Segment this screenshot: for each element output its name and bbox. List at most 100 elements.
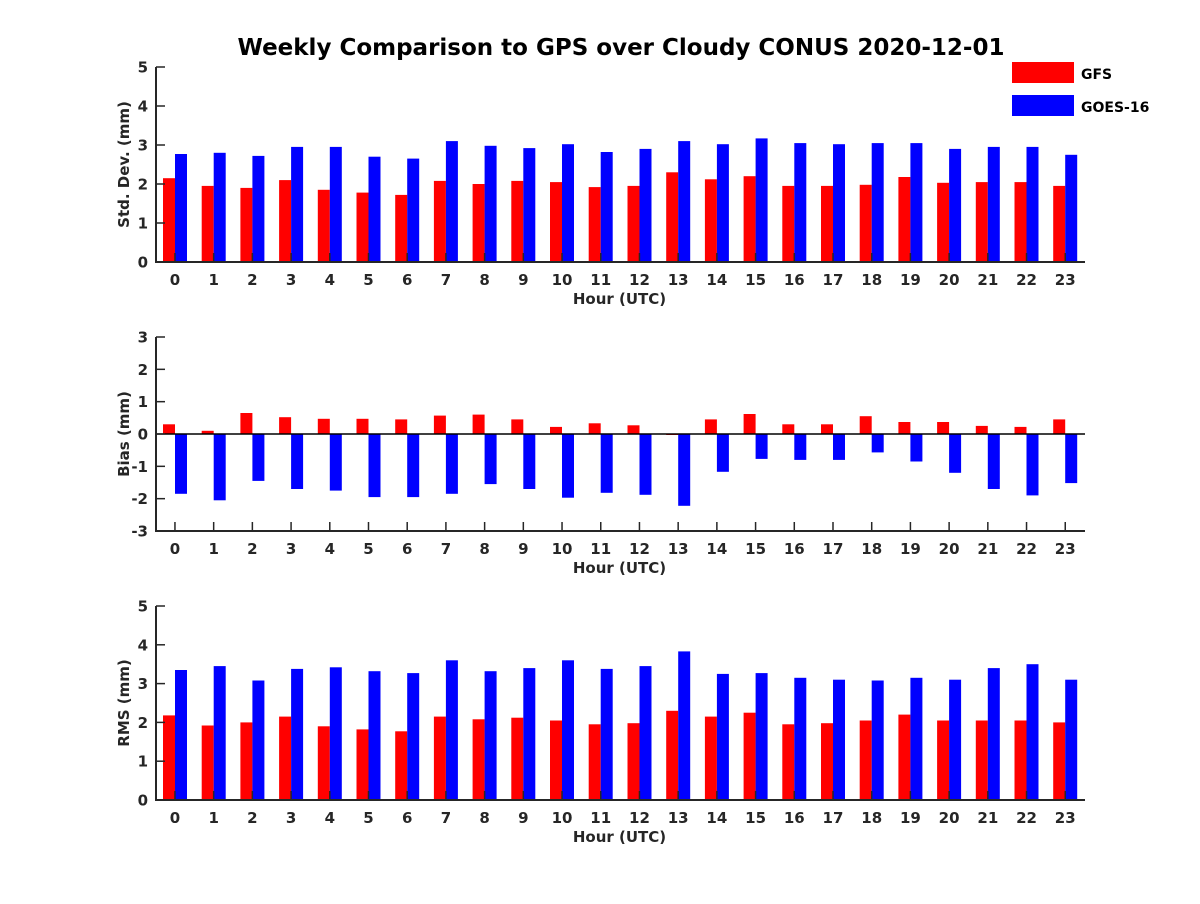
x-tick-label-bias-0: 0 bbox=[170, 540, 180, 558]
bar-rms-goes16-2 bbox=[252, 680, 265, 800]
bar-rms-gfs-18 bbox=[859, 720, 872, 800]
x-tick-label-bias-17: 17 bbox=[823, 540, 844, 558]
x-tick-label-bias-4: 4 bbox=[325, 540, 335, 558]
x-tick-label-rms-16: 16 bbox=[784, 809, 805, 827]
x-tick-label-bias-13: 13 bbox=[668, 540, 689, 558]
y-tick-label-stddev-1: 1 bbox=[138, 215, 148, 233]
bar-bias-gfs-22 bbox=[1014, 426, 1027, 434]
bar-bias-goes16-17 bbox=[833, 434, 845, 460]
bar-bias-gfs-21 bbox=[975, 425, 988, 434]
x-tick-label-rms-0: 0 bbox=[170, 809, 180, 827]
legend-swatch-gfs bbox=[1012, 62, 1074, 83]
bar-stddev-gfs-22 bbox=[1014, 182, 1027, 262]
x-tick-label-bias-11: 11 bbox=[590, 540, 611, 558]
y-tick-label-bias-5: 2 bbox=[138, 361, 148, 379]
bar-bias-goes16-6 bbox=[407, 434, 420, 498]
bar-stddev-gfs-16 bbox=[782, 185, 795, 262]
bar-bias-gfs-5 bbox=[356, 418, 369, 434]
bar-rms-goes16-12 bbox=[639, 666, 652, 800]
bar-bias-goes16-19 bbox=[910, 434, 923, 462]
bar-stddev-gfs-13 bbox=[666, 172, 679, 262]
legend-label-gfs: GFS bbox=[1081, 67, 1112, 83]
x-tick-label-rms-10: 10 bbox=[552, 809, 573, 827]
bar-rms-goes16-23 bbox=[1065, 679, 1078, 800]
x-tick-label-bias-5: 5 bbox=[363, 540, 373, 558]
bar-stddev-goes16-9 bbox=[523, 148, 536, 262]
x-axis-label-rms: Hour (UTC) bbox=[573, 828, 666, 846]
bar-rms-gfs-10 bbox=[550, 720, 562, 800]
bar-rms-gfs-20 bbox=[937, 720, 950, 800]
x-tick-label-rms-18: 18 bbox=[861, 809, 882, 827]
bar-stddev-gfs-15 bbox=[743, 176, 756, 262]
bar-bias-gfs-11 bbox=[588, 423, 601, 434]
bar-bias-goes16-8 bbox=[484, 434, 497, 485]
y-tick-label-rms-1: 1 bbox=[138, 753, 148, 771]
bar-rms-goes16-11 bbox=[600, 668, 613, 800]
bar-rms-gfs-0 bbox=[163, 715, 175, 800]
bar-bias-goes16-2 bbox=[252, 434, 265, 481]
bar-stddev-gfs-9 bbox=[511, 180, 524, 262]
bar-bias-goes16-0 bbox=[175, 434, 187, 494]
x-tick-label-bias-15: 15 bbox=[745, 540, 766, 558]
bar-bias-gfs-18 bbox=[859, 416, 872, 434]
bar-rms-goes16-13 bbox=[678, 651, 691, 800]
bar-bias-gfs-10 bbox=[550, 426, 562, 434]
bar-rms-goes16-15 bbox=[755, 673, 768, 800]
bar-stddev-goes16-3 bbox=[291, 146, 304, 262]
x-tick-label-rms-21: 21 bbox=[977, 809, 998, 827]
bar-stddev-goes16-23 bbox=[1065, 154, 1078, 263]
x-tick-label-bias-19: 19 bbox=[900, 540, 921, 558]
bar-rms-gfs-23 bbox=[1053, 722, 1066, 800]
x-tick-label-bias-6: 6 bbox=[402, 540, 412, 558]
bar-stddev-goes16-22 bbox=[1026, 146, 1039, 262]
y-axis-label-stddev: Std. Dev. (mm) bbox=[115, 101, 133, 228]
bar-stddev-gfs-14 bbox=[704, 179, 717, 262]
bar-stddev-gfs-2 bbox=[240, 187, 253, 262]
y-tick-label-bias-1: -2 bbox=[131, 490, 148, 508]
bar-bias-gfs-23 bbox=[1053, 419, 1066, 434]
bar-bias-goes16-10 bbox=[562, 434, 574, 498]
bar-bias-gfs-15 bbox=[743, 414, 756, 434]
bar-stddev-gfs-1 bbox=[201, 185, 214, 262]
bar-rms-goes16-7 bbox=[445, 660, 458, 800]
bar-rms-gfs-16 bbox=[782, 724, 795, 800]
bar-rms-gfs-15 bbox=[743, 712, 756, 800]
x-tick-label-rms-8: 8 bbox=[479, 809, 489, 827]
bar-stddev-goes16-2 bbox=[252, 155, 265, 262]
bar-rms-goes16-5 bbox=[368, 671, 381, 800]
y-tick-label-rms-3: 3 bbox=[138, 675, 148, 693]
x-tick-label-stddev-8: 8 bbox=[479, 271, 489, 289]
bar-rms-goes16-1 bbox=[213, 666, 226, 800]
bar-stddev-goes16-8 bbox=[484, 145, 497, 262]
bar-stddev-goes16-12 bbox=[639, 148, 652, 262]
bar-bias-gfs-3 bbox=[279, 417, 292, 434]
bar-bias-gfs-7 bbox=[433, 415, 446, 434]
x-tick-label-stddev-10: 10 bbox=[552, 271, 573, 289]
bar-bias-goes16-15 bbox=[755, 434, 768, 459]
bar-rms-goes16-18 bbox=[871, 680, 884, 800]
bar-rms-goes16-22 bbox=[1026, 664, 1039, 800]
bar-stddev-gfs-8 bbox=[472, 184, 485, 262]
bar-bias-gfs-2 bbox=[240, 413, 253, 434]
x-tick-label-rms-6: 6 bbox=[402, 809, 412, 827]
x-tick-label-stddev-4: 4 bbox=[325, 271, 335, 289]
bar-rms-goes16-17 bbox=[833, 679, 845, 800]
x-tick-label-rms-20: 20 bbox=[939, 809, 960, 827]
y-tick-label-stddev-0: 0 bbox=[138, 254, 148, 272]
bar-bias-goes16-20 bbox=[949, 434, 962, 473]
bar-bias-goes16-1 bbox=[213, 434, 226, 501]
y-tick-label-bias-2: -1 bbox=[131, 458, 148, 476]
x-tick-label-stddev-9: 9 bbox=[518, 271, 528, 289]
x-tick-label-bias-2: 2 bbox=[247, 540, 257, 558]
x-tick-label-bias-18: 18 bbox=[861, 540, 882, 558]
x-tick-label-bias-21: 21 bbox=[977, 540, 998, 558]
x-tick-label-rms-23: 23 bbox=[1055, 809, 1076, 827]
bar-stddev-gfs-3 bbox=[279, 180, 292, 262]
x-tick-label-stddev-7: 7 bbox=[441, 271, 451, 289]
bar-rms-gfs-19 bbox=[898, 714, 911, 800]
legend-label-goes16: GOES-16 bbox=[1081, 100, 1149, 116]
x-tick-label-stddev-11: 11 bbox=[590, 271, 611, 289]
